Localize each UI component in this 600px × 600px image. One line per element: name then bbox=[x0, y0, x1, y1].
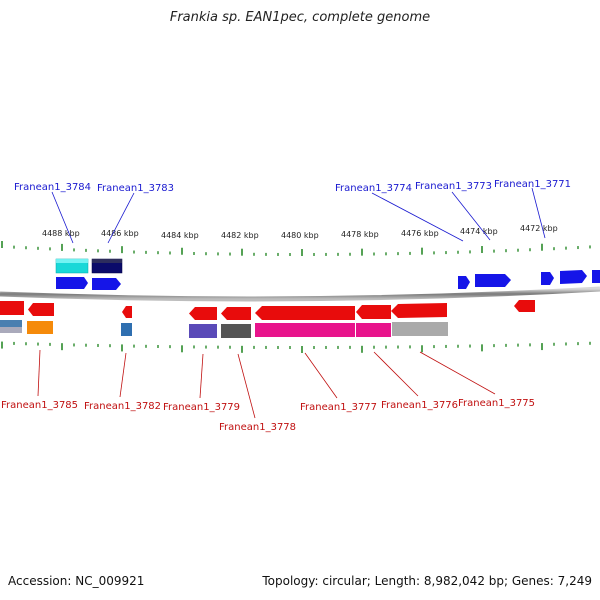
gene-label-3774[interactable]: Franean1_3774 bbox=[335, 183, 412, 194]
gene-arrow-3785[interactable] bbox=[28, 303, 54, 316]
gene-arrow-3772-rev[interactable] bbox=[514, 300, 535, 312]
leader-3778 bbox=[237, 353, 256, 419]
scale-label-4488: 4488 kbp bbox=[42, 229, 80, 238]
leader-3779 bbox=[199, 353, 204, 399]
gene-label-3783[interactable]: Franean1_3783 bbox=[97, 183, 174, 194]
scale-labels: 4488 kbp 4486 kbp 4484 kbp 4482 kbp 4480… bbox=[42, 224, 558, 240]
leader-3783 bbox=[107, 192, 135, 244]
gene-arrow-3778[interactable] bbox=[221, 307, 251, 320]
gene-block-3778[interactable] bbox=[221, 324, 251, 338]
gene-label-3784[interactable]: Franean1_3784 bbox=[14, 182, 91, 193]
leader-3773 bbox=[451, 191, 491, 241]
gene-label-3776[interactable]: Franean1_3776 bbox=[381, 400, 458, 411]
reverse-gene-labels: Franean1_3785 Franean1_3782 Franean1_377… bbox=[1, 398, 535, 433]
gene-arrow-3774[interactable] bbox=[458, 276, 470, 289]
reverse-leader-lines bbox=[37, 349, 496, 419]
scale-label-4482: 4482 kbp bbox=[221, 231, 259, 240]
scale-label-4474: 4474 kbp bbox=[460, 227, 498, 236]
leader-3782 bbox=[119, 352, 127, 398]
gene-arrow-3782[interactable] bbox=[122, 306, 132, 318]
scale-label-4472: 4472 kbp bbox=[520, 224, 558, 233]
reverse-gene-arrows bbox=[0, 300, 535, 320]
gene-arrow-3786[interactable] bbox=[0, 301, 24, 315]
leader-3774 bbox=[371, 192, 464, 242]
gene-label-3785[interactable]: Franean1_3785 bbox=[1, 400, 78, 411]
gene-block-3776[interactable] bbox=[356, 323, 391, 337]
scale-label-4478: 4478 kbp bbox=[341, 230, 379, 239]
forward-gene-labels: Franean1_3784 Franean1_3783 Franean1_377… bbox=[14, 179, 571, 194]
gene-block-3775[interactable] bbox=[392, 322, 448, 336]
gene-block-3779[interactable] bbox=[189, 324, 217, 338]
gene-arrow-3771[interactable] bbox=[560, 270, 587, 284]
scale-label-4484: 4484 kbp bbox=[161, 231, 199, 240]
leader-3771 bbox=[531, 187, 546, 239]
forward-gene-arrows bbox=[56, 270, 600, 290]
gene-label-3777[interactable]: Franean1_3777 bbox=[300, 402, 377, 413]
gene-arrow-3775[interactable] bbox=[391, 303, 447, 318]
genome-stats-text: Topology: circular; Length: 8,982,042 bp… bbox=[262, 574, 592, 588]
gene-block-3785[interactable] bbox=[27, 321, 53, 334]
reverse-gene-blocks bbox=[0, 320, 448, 338]
gene-block-3786-shade bbox=[0, 327, 22, 333]
outer-tick-ring bbox=[1, 241, 591, 256]
gene-arrow-3770[interactable] bbox=[592, 270, 600, 283]
gene-label-3779[interactable]: Franean1_3779 bbox=[163, 402, 240, 413]
gene-block-3777[interactable] bbox=[255, 323, 355, 337]
scale-label-4476: 4476 kbp bbox=[401, 229, 439, 238]
gene-arrow-3779[interactable] bbox=[189, 307, 217, 320]
accession-text: Accession: NC_009921 bbox=[8, 574, 145, 588]
gene-arrow-3784[interactable] bbox=[56, 277, 88, 289]
scale-label-4486: 4486 kbp bbox=[101, 229, 139, 238]
gene-label-3775[interactable]: Franean1_3775 bbox=[458, 398, 535, 409]
forward-leader-lines bbox=[51, 187, 546, 244]
leader-3785 bbox=[37, 349, 41, 397]
leader-3775 bbox=[419, 351, 496, 395]
gene-label-3782[interactable]: Franean1_3782 bbox=[84, 401, 161, 412]
gene-arrow-3783[interactable] bbox=[92, 278, 121, 290]
gene-arrow-3777[interactable] bbox=[255, 306, 355, 320]
gene-block-3783-highlight bbox=[92, 259, 122, 263]
gene-block-3782[interactable] bbox=[121, 323, 132, 336]
gene-arrow-3773[interactable] bbox=[475, 274, 511, 287]
gene-block-3784-highlight bbox=[56, 259, 88, 263]
genome-title: Frankia sp. EAN1pec, complete genome bbox=[169, 10, 431, 25]
inner-tick-ring bbox=[1, 341, 591, 353]
gene-label-3773[interactable]: Franean1_3773 bbox=[415, 181, 492, 192]
leader-3776 bbox=[373, 351, 419, 397]
gene-label-3771[interactable]: Franean1_3771 bbox=[494, 179, 571, 190]
forward-gene-blocks bbox=[55, 258, 123, 274]
scale-label-4480: 4480 kbp bbox=[281, 231, 319, 240]
leader-3777 bbox=[304, 352, 338, 399]
gene-arrow-3772[interactable] bbox=[541, 272, 554, 285]
gene-label-3778[interactable]: Franean1_3778 bbox=[219, 422, 296, 433]
leader-3784 bbox=[51, 191, 74, 244]
genome-backbone bbox=[0, 286, 600, 302]
gene-arrow-3776[interactable] bbox=[356, 305, 391, 319]
